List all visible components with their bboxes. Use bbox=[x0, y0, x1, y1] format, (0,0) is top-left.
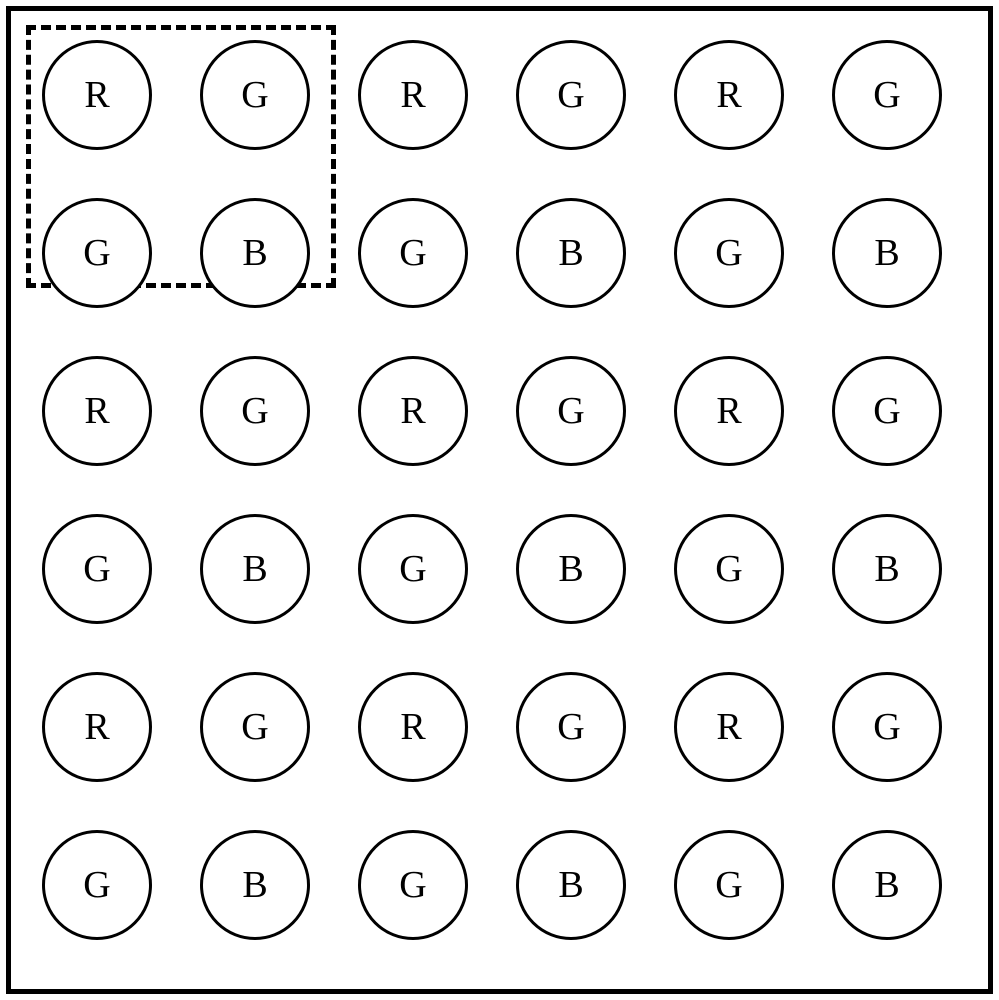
pixel-circle: G bbox=[358, 830, 468, 940]
pixel-circle: R bbox=[42, 356, 152, 466]
pixel-label: G bbox=[873, 705, 900, 749]
pixel-label: G bbox=[873, 389, 900, 433]
pixel-label: R bbox=[716, 705, 741, 749]
pixel-label: B bbox=[558, 863, 583, 907]
pixel-label: R bbox=[400, 389, 425, 433]
pixel-circle: B bbox=[832, 830, 942, 940]
pixel-circle: G bbox=[358, 198, 468, 308]
pixel-label: B bbox=[558, 547, 583, 591]
pixel-label: G bbox=[557, 705, 584, 749]
pixel-circle: G bbox=[516, 356, 626, 466]
pixel-label: G bbox=[399, 547, 426, 591]
pixel-circle: G bbox=[200, 40, 310, 150]
pixel-circle: G bbox=[358, 514, 468, 624]
pixel-label: B bbox=[558, 231, 583, 275]
pixel-circle: R bbox=[674, 356, 784, 466]
pixel-circle: R bbox=[674, 672, 784, 782]
pixel-label: B bbox=[242, 863, 267, 907]
pixel-circle: B bbox=[200, 198, 310, 308]
pixel-label: G bbox=[557, 73, 584, 117]
pixel-circle: B bbox=[200, 830, 310, 940]
pixel-label: B bbox=[242, 231, 267, 275]
pixel-label: R bbox=[84, 73, 109, 117]
pixel-label: G bbox=[241, 389, 268, 433]
pixel-label: B bbox=[874, 231, 899, 275]
pixel-circle: G bbox=[832, 356, 942, 466]
pixel-label: B bbox=[874, 863, 899, 907]
pixel-circle: G bbox=[516, 672, 626, 782]
pixel-circle: G bbox=[42, 830, 152, 940]
pixel-label: B bbox=[874, 547, 899, 591]
pixel-circle: G bbox=[42, 514, 152, 624]
pixel-circle: G bbox=[674, 514, 784, 624]
pixel-label: G bbox=[83, 547, 110, 591]
pixel-circle: B bbox=[516, 830, 626, 940]
pixel-label: G bbox=[873, 73, 900, 117]
pixel-circle: G bbox=[674, 830, 784, 940]
pixel-label: G bbox=[715, 231, 742, 275]
pixel-circle: G bbox=[200, 672, 310, 782]
pixel-label: G bbox=[557, 389, 584, 433]
pixel-label: G bbox=[241, 705, 268, 749]
pixel-label: R bbox=[84, 389, 109, 433]
pixel-circle: G bbox=[42, 198, 152, 308]
pixel-circle: G bbox=[200, 356, 310, 466]
pixel-circle: B bbox=[832, 514, 942, 624]
pixel-label: R bbox=[400, 705, 425, 749]
pixel-label: G bbox=[83, 863, 110, 907]
pixel-circle: R bbox=[358, 672, 468, 782]
pixel-circle: G bbox=[832, 40, 942, 150]
pixel-label: G bbox=[715, 863, 742, 907]
pixel-circle: G bbox=[832, 672, 942, 782]
pixel-label: R bbox=[84, 705, 109, 749]
pixel-label: G bbox=[399, 231, 426, 275]
pixel-label: G bbox=[399, 863, 426, 907]
pixel-circle: R bbox=[674, 40, 784, 150]
pixel-circle: R bbox=[358, 356, 468, 466]
pixel-label: G bbox=[241, 73, 268, 117]
pixel-circle: R bbox=[42, 40, 152, 150]
pixel-circle: B bbox=[832, 198, 942, 308]
diagram-container: R G R G R G G B G B G B R G R G R G G B G B G B R G R G R G G B G B G B bbox=[0, 0, 999, 1000]
pixel-label: R bbox=[400, 73, 425, 117]
pixel-circle: G bbox=[674, 198, 784, 308]
pixel-label: B bbox=[242, 547, 267, 591]
pixel-circle: R bbox=[42, 672, 152, 782]
pixel-label: G bbox=[715, 547, 742, 591]
pixel-circle: B bbox=[516, 198, 626, 308]
pixel-circle: G bbox=[516, 40, 626, 150]
pixel-label: R bbox=[716, 389, 741, 433]
pixel-label: G bbox=[83, 231, 110, 275]
pixel-circle: R bbox=[358, 40, 468, 150]
pixel-label: R bbox=[716, 73, 741, 117]
pixel-circle: B bbox=[200, 514, 310, 624]
pixel-circle: B bbox=[516, 514, 626, 624]
